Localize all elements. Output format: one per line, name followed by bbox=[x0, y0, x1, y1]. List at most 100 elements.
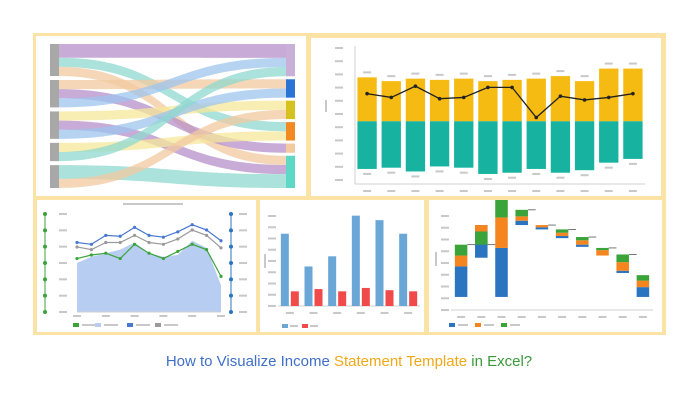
line-point bbox=[437, 96, 442, 101]
legend-label bbox=[290, 325, 298, 327]
x-tick-label bbox=[537, 316, 546, 318]
waterfall-segment bbox=[596, 250, 609, 256]
data-label bbox=[435, 170, 444, 173]
data-label bbox=[556, 176, 565, 179]
line-point bbox=[133, 242, 137, 246]
y-tick-label bbox=[441, 297, 449, 300]
y-tick-label bbox=[335, 86, 343, 89]
line-point bbox=[205, 248, 209, 252]
sankey-source-node bbox=[50, 111, 59, 139]
y-tick-label bbox=[239, 294, 247, 297]
data-label bbox=[483, 75, 492, 78]
line-point bbox=[161, 256, 165, 261]
caption-title: How to Visualize Income Statement Templa… bbox=[0, 353, 698, 370]
caption-part-1: How to Visualize Income bbox=[165, 353, 334, 370]
waterfall-panel bbox=[429, 200, 662, 332]
clustered-bar-panel bbox=[260, 200, 424, 332]
y-tick-label bbox=[441, 273, 449, 276]
x-tick-label bbox=[404, 312, 413, 314]
data-label bbox=[580, 75, 589, 78]
legend-swatch bbox=[501, 323, 507, 327]
x-tick-label bbox=[508, 190, 517, 192]
bar-positive bbox=[502, 79, 522, 122]
sankey-source-node bbox=[50, 165, 59, 188]
y-tick-label bbox=[268, 215, 276, 217]
legend-label bbox=[510, 324, 520, 326]
legend-swatch bbox=[127, 323, 133, 327]
waterfall-segment bbox=[535, 227, 549, 230]
line-point bbox=[89, 253, 93, 257]
line-point bbox=[190, 242, 194, 246]
waterfall-segment bbox=[555, 232, 569, 236]
y-tick-label bbox=[59, 245, 67, 248]
waterfall-segment bbox=[636, 280, 650, 288]
waterfall-segment bbox=[495, 200, 508, 218]
caption-part-2: Statement Template bbox=[333, 353, 468, 370]
line-point bbox=[176, 237, 180, 241]
right-axis-marker bbox=[229, 244, 233, 249]
x-tick-label bbox=[363, 190, 372, 192]
waterfall-segment bbox=[616, 270, 629, 273]
x-tick-label bbox=[618, 316, 627, 318]
y-tick-label bbox=[335, 126, 343, 129]
sankey-flow bbox=[59, 44, 286, 58]
right-axis-marker bbox=[229, 228, 233, 233]
y-tick-label bbox=[59, 278, 67, 281]
waterfall-segment bbox=[616, 262, 629, 271]
line-point bbox=[190, 228, 194, 232]
data-label bbox=[580, 174, 589, 177]
x-tick-label bbox=[580, 190, 589, 192]
y-tick-label bbox=[59, 262, 67, 264]
legend-label bbox=[310, 325, 318, 327]
sankey-target-node bbox=[286, 44, 295, 77]
line-point bbox=[118, 240, 122, 245]
x-tick-label bbox=[604, 190, 613, 192]
line-point bbox=[219, 274, 223, 278]
waterfall-segment bbox=[576, 240, 589, 245]
stacked-bar-chart bbox=[325, 46, 645, 192]
data-label bbox=[532, 172, 541, 175]
sankey-source-node bbox=[50, 44, 59, 76]
y-tick-label bbox=[441, 250, 449, 253]
x-tick-label bbox=[517, 316, 526, 318]
line-point bbox=[413, 84, 418, 88]
left-axis-marker bbox=[43, 277, 47, 282]
left-axis-marker bbox=[43, 244, 47, 249]
y-tick-label bbox=[268, 293, 276, 296]
sankey-source-node bbox=[50, 80, 59, 108]
line-point bbox=[534, 115, 539, 120]
line-point bbox=[510, 85, 514, 90]
y-tick-label bbox=[335, 47, 343, 49]
legend-label bbox=[458, 324, 468, 326]
sankey-flow bbox=[59, 89, 286, 153]
line-point bbox=[461, 95, 466, 100]
x-tick-label bbox=[532, 190, 541, 192]
sankey-target-node bbox=[286, 143, 295, 153]
y-tick-label bbox=[59, 311, 67, 313]
data-label bbox=[628, 62, 637, 65]
sankey-source-node bbox=[50, 142, 59, 162]
x-tick-label bbox=[477, 316, 486, 318]
data-label bbox=[363, 172, 372, 175]
sankey-flow bbox=[59, 165, 286, 188]
data-label bbox=[387, 75, 396, 78]
line-point bbox=[75, 256, 79, 261]
y-tick-label bbox=[441, 262, 449, 264]
line-point bbox=[89, 242, 93, 246]
y-axis-title bbox=[325, 100, 327, 112]
y-axis-title bbox=[435, 252, 437, 266]
line-point bbox=[147, 233, 151, 237]
y-tick-label bbox=[441, 226, 449, 229]
waterfall-segment bbox=[454, 266, 468, 297]
x-tick-label bbox=[628, 190, 637, 192]
legend-swatch bbox=[302, 324, 308, 328]
x-tick-label bbox=[188, 315, 197, 317]
y-tick-label bbox=[335, 165, 343, 168]
area-line-chart bbox=[43, 203, 247, 327]
sankey-chart bbox=[50, 44, 295, 188]
y-tick-label bbox=[239, 262, 247, 264]
x-tick-label bbox=[309, 312, 318, 314]
bar-positive bbox=[357, 77, 377, 122]
waterfall-segment bbox=[616, 254, 629, 263]
line-point bbox=[389, 95, 394, 100]
